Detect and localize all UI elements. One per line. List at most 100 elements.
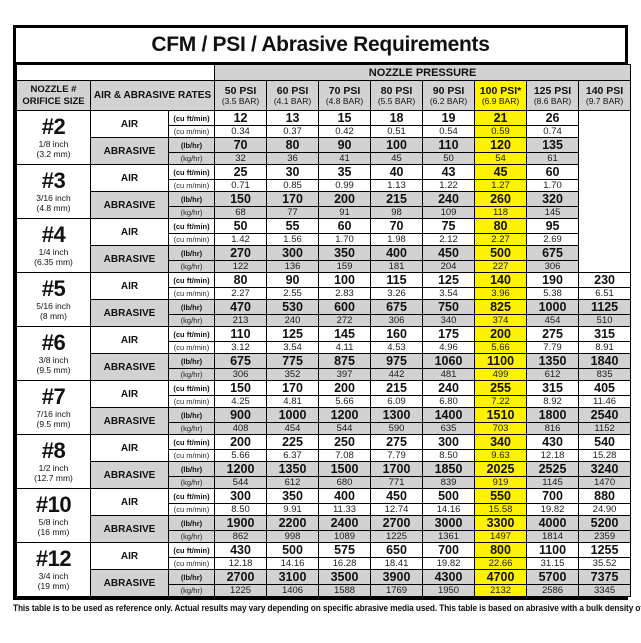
air-value-cell: 6.09 <box>370 395 424 408</box>
air-value-cell: 1.27 <box>474 179 528 192</box>
air-value-cell: 60 <box>526 164 580 180</box>
abrasive-value-cell: 612 <box>266 476 320 489</box>
bar-label: (5.5 BAR) <box>377 96 416 107</box>
air-value-cell: 0.99 <box>318 179 372 192</box>
cfm-psi-table: NOZZLE PRESSURE NOZZLE # ORIFICE SIZE AIR &… <box>15 64 632 597</box>
abrasive-value-cell: 1000 <box>266 407 320 423</box>
table-row: ABRASIVE (lb/hr) 675 775 875 975 1060 1100 1350 1… <box>17 353 632 381</box>
unit-label-cell: (kg/hr) <box>167 476 216 489</box>
table-row: #10 5/8 inch (16 mm) AIR (cu ft/min) 300 350 40… <box>16 488 632 543</box>
unit-label-cell: (lb/hr) <box>167 299 216 315</box>
air-label: AIR <box>90 542 169 570</box>
unit-label-cell: (kg/hr) <box>167 530 216 543</box>
abrasive-value-cell: 998 <box>266 530 320 543</box>
nozzle-cell: #8 1/2 inch (12.7 mm) <box>16 434 91 489</box>
abrasive-value-cell: 2359 <box>578 530 632 543</box>
air-value-cell: 255 <box>474 380 528 396</box>
abrasive-value-cell: 3000 <box>422 515 476 531</box>
table-row: (cu m/min) 4.25 4.81 5.66 6.09 6.80 7.22 8.92 11… <box>17 395 632 408</box>
air-label: AIR <box>90 326 169 354</box>
abrasive-value-cell: 215 <box>370 191 424 207</box>
abrasive-value-cell: 544 <box>318 422 372 435</box>
table-row: (kg/hr) 1225 1406 1588 1769 1950 2132 2586 3345 <box>17 584 632 597</box>
abrasive-value-cell: 1769 <box>370 584 424 597</box>
abrasive-value-cell: 306 <box>214 368 268 381</box>
air-value-cell: 75 <box>422 218 476 234</box>
abrasive-value-cell: 1950 <box>422 584 476 597</box>
abrasive-value-cell: 450 <box>422 245 476 261</box>
corner-blank-cell <box>15 64 216 81</box>
table-row: #7 7/16 inch (9.5 mm) AIR (cu ft/min) 150 170 2… <box>16 380 632 435</box>
air-value-cell: 1.22 <box>422 179 476 192</box>
abrasive-value-cell: 590 <box>370 422 424 435</box>
air-abrasive-rates-header: AIR & ABRASIVE RATES <box>89 80 216 111</box>
air-value-cell: 55 <box>266 218 320 234</box>
air-value-cell: 14.16 <box>422 503 476 516</box>
psi-column-header: 80 PSI (5.5 BAR) <box>370 80 424 111</box>
air-value-cell: 230 <box>578 272 632 288</box>
abrasive-value-cell: 1850 <box>422 461 476 477</box>
air-value-cell: 1.70 <box>318 233 372 246</box>
abrasive-value-cell: 1100 <box>474 353 528 369</box>
unit-label-cell: (cu m/min) <box>167 449 216 462</box>
table-row: #2 1/8 inch (3.2 mm) AIR (cu ft/min) 12 13 15 18… <box>16 110 632 273</box>
table-row: ABRASIVE (lb/hr) 2700 3100 3500 3900 4300 4700 5… <box>17 569 632 597</box>
psi-label: 125 PSI <box>533 84 572 97</box>
air-value-cell: 24.90 <box>578 503 632 516</box>
unit-label-cell: (cu m/min) <box>167 287 216 300</box>
air-value-cell: 70 <box>370 218 424 234</box>
table-row: #8 1/2 inch (12.7 mm) AIR (cu ft/min) 200 225 2… <box>16 434 632 489</box>
air-value-cell: 7.22 <box>474 395 528 408</box>
air-value-cell: 0.42 <box>318 125 372 138</box>
psi-label: 60 PSI <box>276 84 309 97</box>
abrasive-value-cell: 919 <box>474 476 528 489</box>
air-value-cell: 2.83 <box>318 287 372 300</box>
table-row: (cu m/min) 0.34 0.37 0.42 0.51 0.54 0.59 0.74 <box>17 125 631 138</box>
unit-label-cell: (kg/hr) <box>167 206 216 219</box>
nozzle-orifice-header: NOZZLE # ORIFICE SIZE <box>16 80 91 111</box>
abrasive-value-cell: 3900 <box>370 569 424 585</box>
pressure-header-row: NOZZLE PRESSURE <box>15 64 632 81</box>
bar-label: (6.2 BAR) <box>429 96 468 107</box>
bar-label: (3.5 BAR) <box>221 96 260 107</box>
unit-label-cell: (cu ft/min) <box>167 218 216 234</box>
abrasive-value-cell: 5200 <box>578 515 632 531</box>
table-row: ABRASIVE (lb/hr) 150 170 200 215 240 260 320 <box>17 191 631 219</box>
air-value-cell: 700 <box>526 488 580 504</box>
air-value-cell: 18.41 <box>370 557 424 570</box>
page-title: CFM / PSI / Abrasive Requirements <box>16 28 625 64</box>
abrasive-value-cell: 442 <box>370 368 424 381</box>
air-value-cell: 1.98 <box>370 233 424 246</box>
abrasive-value-cell: 775 <box>266 353 320 369</box>
air-value-cell: 2.12 <box>422 233 476 246</box>
air-label: AIR <box>90 272 169 300</box>
abrasive-value-cell: 900 <box>214 407 268 423</box>
air-value-cell: 0.51 <box>370 125 424 138</box>
psi-column-header: 125 PSI (8.6 BAR) <box>526 80 580 111</box>
abrasive-value-cell: 1200 <box>214 461 268 477</box>
abrasive-value-cell: 400 <box>370 245 424 261</box>
psi-column-header: 70 PSI (4.8 BAR) <box>318 80 372 111</box>
air-value-cell: 315 <box>526 380 580 396</box>
abrasive-value-cell: 272 <box>318 314 372 327</box>
air-value-cell: 300 <box>422 434 476 450</box>
abrasive-value-cell: 41 <box>318 152 372 165</box>
nozzle-size: 1/2 inch <box>38 462 69 473</box>
abrasive-value-cell: 1145 <box>526 476 580 489</box>
abrasive-value-cell: 136 <box>266 260 320 273</box>
air-value-cell: 19.82 <box>526 503 580 516</box>
nozzle-size: 3/4 inch <box>38 570 69 581</box>
unit-label-cell: (kg/hr) <box>167 314 216 327</box>
abrasive-value-cell: 54 <box>474 152 528 165</box>
table-row: (kg/hr) 32 36 41 45 50 54 61 <box>17 152 631 165</box>
table-row: (cu m/min) 0.71 0.85 0.99 1.13 1.22 1.27 1.70 <box>17 179 631 192</box>
air-value-cell: 30 <box>266 164 320 180</box>
column-header-row: NOZZLE # ORIFICE SIZE AIR & ABRASIVE RATES… <box>16 80 632 111</box>
abrasive-value-cell: 1900 <box>214 515 268 531</box>
abrasive-value-cell: 675 <box>526 245 580 261</box>
air-label: AIR <box>90 110 169 138</box>
air-value-cell: 0.74 <box>526 125 580 138</box>
abrasive-value-cell: 1470 <box>578 476 632 489</box>
abrasive-value-cell: 4300 <box>422 569 476 585</box>
air-value-cell: 7.79 <box>526 341 580 354</box>
